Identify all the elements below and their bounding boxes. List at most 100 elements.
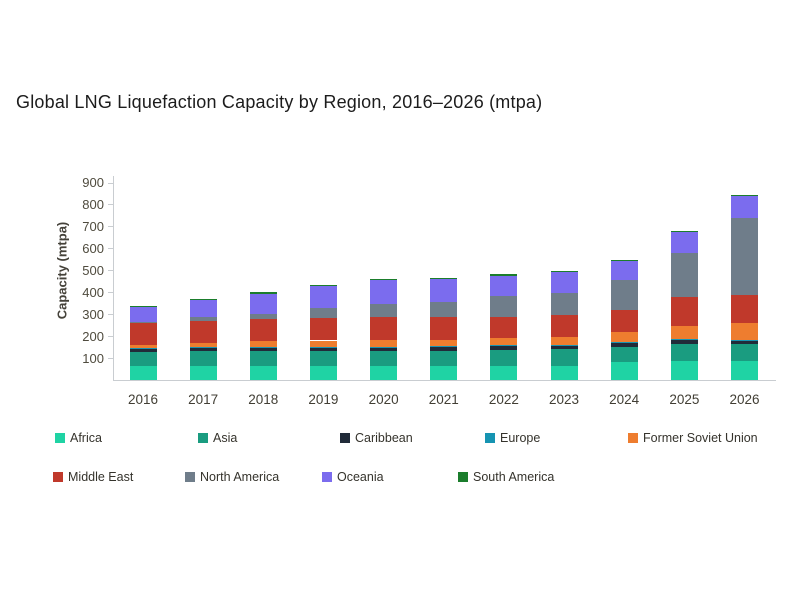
y-tick-label: 500 xyxy=(82,262,104,278)
legend-item-middle-east: Middle East xyxy=(53,470,133,484)
bar-segment-middle-east-2023 xyxy=(550,314,578,338)
x-tick-label-2020: 2020 xyxy=(368,392,399,407)
bar-segment-middle-east-2021 xyxy=(430,316,458,340)
bar-segment-north-america-2017 xyxy=(189,317,217,321)
y-tick-mark xyxy=(108,182,113,184)
legend-label: Former Soviet Union xyxy=(643,431,758,445)
bar-segment-former-soviet-union-2021 xyxy=(430,339,458,347)
bar-segment-oceania-2021 xyxy=(430,278,458,302)
bar-segment-europe-2025 xyxy=(670,339,698,341)
bar-segment-caribbean-2016 xyxy=(129,348,157,352)
y-tick-label: 400 xyxy=(82,284,104,300)
bar-segment-oceania-2016 xyxy=(129,307,157,323)
bar-segment-oceania-2019 xyxy=(309,285,337,309)
bar-segment-middle-east-2025 xyxy=(670,297,698,326)
legend-item-north-america: North America xyxy=(185,470,279,484)
legend-item-europe: Europe xyxy=(485,431,540,445)
bar-segment-south-america-2018 xyxy=(249,292,277,294)
y-tick-mark xyxy=(108,358,113,360)
legend-item-asia: Asia xyxy=(198,431,237,445)
bar-segment-europe-2017 xyxy=(189,346,217,348)
chart-title: Global LNG Liquefaction Capacity by Regi… xyxy=(16,92,543,112)
bar-segment-north-america-2021 xyxy=(430,301,458,317)
bar-segment-oceania-2024 xyxy=(610,260,638,281)
bar-segment-caribbean-2026 xyxy=(731,340,758,344)
bar-segment-oceania-2026 xyxy=(731,196,758,219)
bar-segment-south-america-2020 xyxy=(370,279,398,281)
legend-label: North America xyxy=(200,470,280,484)
x-tick-label-2025: 2025 xyxy=(669,392,700,407)
bar-segment-africa-2018 xyxy=(249,365,277,380)
bar-segment-caribbean-2018 xyxy=(249,348,277,352)
bar-segment-former-soviet-union-2020 xyxy=(370,340,398,347)
x-tick-label-2016: 2016 xyxy=(127,392,159,407)
bar-segment-north-america-2023 xyxy=(550,292,578,315)
legend-swatch-icon xyxy=(322,472,332,482)
y-tick-label: 100 xyxy=(82,350,104,366)
bar-segment-africa-2020 xyxy=(370,366,398,380)
bar-segment-oceania-2023 xyxy=(550,272,578,293)
x-tick-label-2019: 2019 xyxy=(308,392,339,407)
bar-segment-africa-2026 xyxy=(731,361,758,380)
bar-segment-oceania-2022 xyxy=(490,275,518,296)
y-tick-label: 800 xyxy=(82,196,104,212)
bar-segment-oceania-2025 xyxy=(670,232,698,253)
bar-segment-former-soviet-union-2026 xyxy=(731,323,758,340)
bar-segment-south-america-2021 xyxy=(430,277,458,279)
bar-segment-former-soviet-union-2024 xyxy=(610,332,638,343)
bar-segment-africa-2017 xyxy=(189,365,217,380)
y-tick-label: 700 xyxy=(82,218,104,234)
y-tick-label: 600 xyxy=(82,240,104,256)
x-tick-label-2017: 2017 xyxy=(188,392,219,407)
bar-segment-europe-2024 xyxy=(610,342,638,344)
legend-swatch-icon xyxy=(185,472,195,482)
x-tick-label-2022: 2022 xyxy=(488,392,519,407)
bar-segment-asia-2017 xyxy=(189,351,217,366)
bar-segment-north-america-2025 xyxy=(670,252,698,298)
y-tick-mark xyxy=(108,248,113,250)
bar-segment-middle-east-2022 xyxy=(490,316,518,339)
bar-segment-south-america-2017 xyxy=(189,299,217,301)
legend-label: Caribbean xyxy=(355,431,413,445)
bar-segment-caribbean-2023 xyxy=(550,345,578,350)
legend-item-africa: Africa xyxy=(55,431,102,445)
legend-label: Oceania xyxy=(337,470,384,484)
bar-segment-middle-east-2019 xyxy=(309,318,337,341)
x-tick-label-2023: 2023 xyxy=(549,392,580,407)
bar-segment-middle-east-2016 xyxy=(129,323,157,346)
bar-segment-south-america-2022 xyxy=(490,274,518,276)
bar-segment-north-america-2016 xyxy=(129,322,157,324)
bar-segment-middle-east-2020 xyxy=(370,317,398,341)
bar-segment-north-america-2019 xyxy=(309,308,337,319)
bar-segment-former-soviet-union-2022 xyxy=(490,338,518,346)
bar-segment-former-soviet-union-2018 xyxy=(249,341,277,348)
bar-segment-africa-2019 xyxy=(309,365,337,380)
bar-segment-europe-2019 xyxy=(309,346,337,348)
y-tick-mark xyxy=(108,226,113,228)
bar-segment-oceania-2017 xyxy=(189,300,217,318)
bar-segment-asia-2019 xyxy=(309,351,337,366)
bar-segment-oceania-2018 xyxy=(249,293,277,314)
bar-segment-former-soviet-union-2025 xyxy=(670,325,698,340)
legend-item-south-america: South America xyxy=(458,470,554,484)
legend-label: Europe xyxy=(500,431,541,445)
legend-label: Middle East xyxy=(68,470,134,484)
bar-segment-africa-2025 xyxy=(670,360,698,380)
bar-segment-south-america-2026 xyxy=(731,195,758,197)
y-tick-label: 300 xyxy=(82,306,104,322)
y-tick-mark xyxy=(108,204,113,206)
bar-segment-middle-east-2017 xyxy=(189,320,217,343)
legend-label: Asia xyxy=(213,431,238,445)
legend-swatch-icon xyxy=(485,433,495,443)
legend-swatch-icon xyxy=(55,433,65,443)
x-tick-label-2018: 2018 xyxy=(248,392,279,407)
bar-segment-caribbean-2025 xyxy=(670,340,698,344)
bar-segment-middle-east-2024 xyxy=(610,310,638,333)
y-tick-label: 900 xyxy=(82,175,104,190)
bar-segment-asia-2023 xyxy=(550,349,578,366)
bar-segment-europe-2018 xyxy=(249,347,277,349)
bar-segment-africa-2023 xyxy=(550,365,578,380)
bar-segment-north-america-2020 xyxy=(370,303,398,317)
x-tick-label-2021: 2021 xyxy=(428,392,459,407)
